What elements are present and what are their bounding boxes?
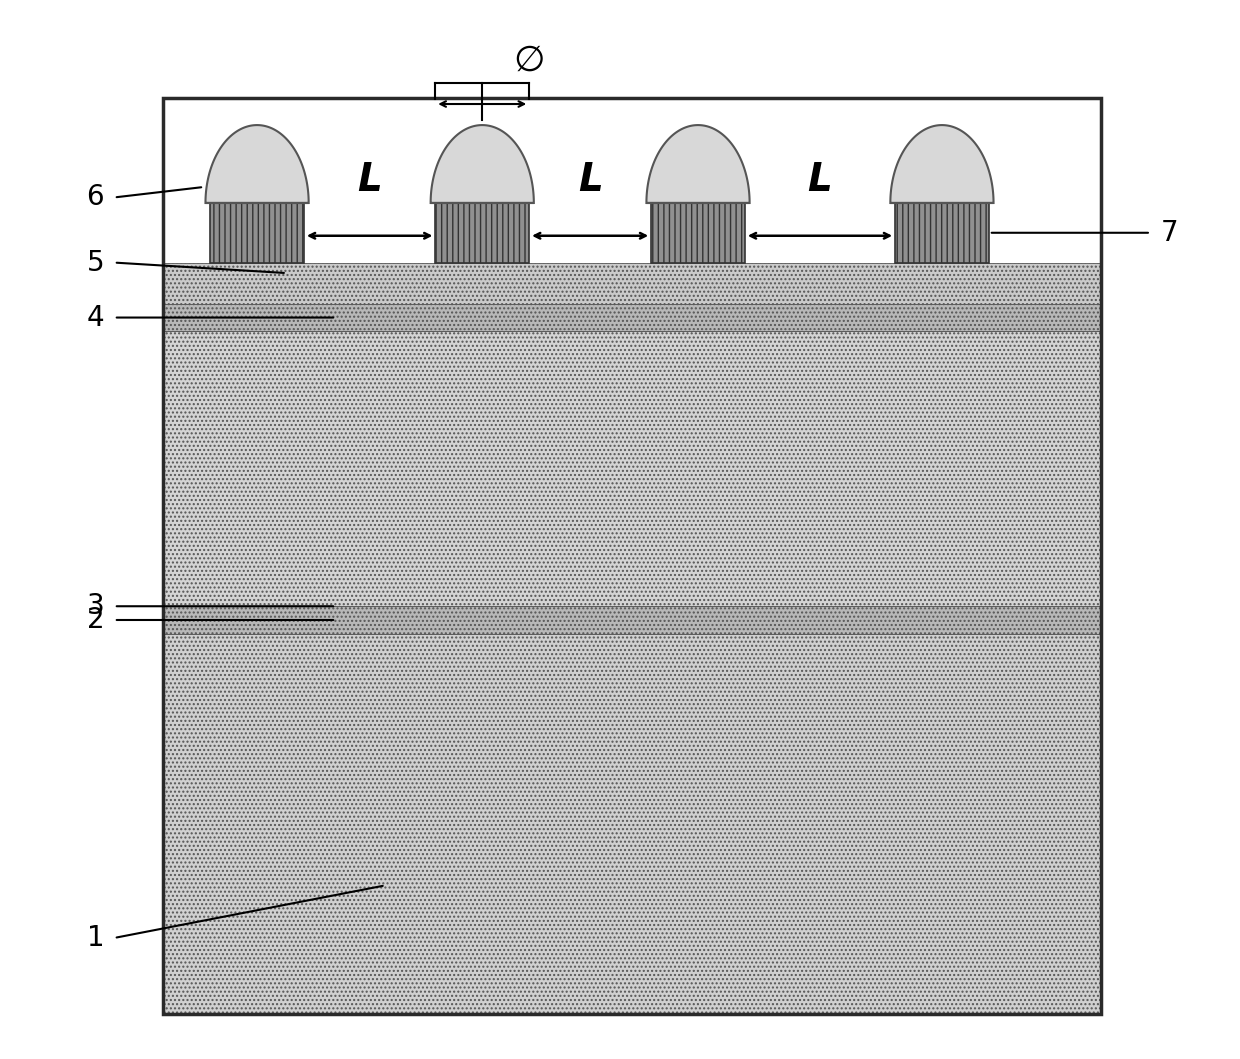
Text: 5: 5 [87,249,104,276]
Text: 7: 7 [1161,219,1178,247]
Polygon shape [206,125,309,203]
Bar [164,331,1101,606]
Text: 1: 1 [87,925,104,952]
Text: $\varnothing$: $\varnothing$ [513,43,544,77]
Text: 3: 3 [87,592,104,621]
Polygon shape [646,125,750,203]
Text: L: L [578,161,603,199]
Text: L: L [807,161,832,199]
Text: L: L [357,161,382,199]
Polygon shape [890,125,993,203]
Bar [164,304,1101,331]
Bar [651,203,745,263]
Bar [164,263,1101,304]
Bar [895,203,988,263]
Text: 2: 2 [87,606,104,634]
Text: 6: 6 [87,183,104,212]
Bar [164,606,1101,633]
Text: 4: 4 [87,304,104,331]
Bar [164,97,1101,1015]
Bar [210,203,304,263]
Polygon shape [430,125,534,203]
Bar [435,203,529,263]
Bar [164,633,1101,1015]
